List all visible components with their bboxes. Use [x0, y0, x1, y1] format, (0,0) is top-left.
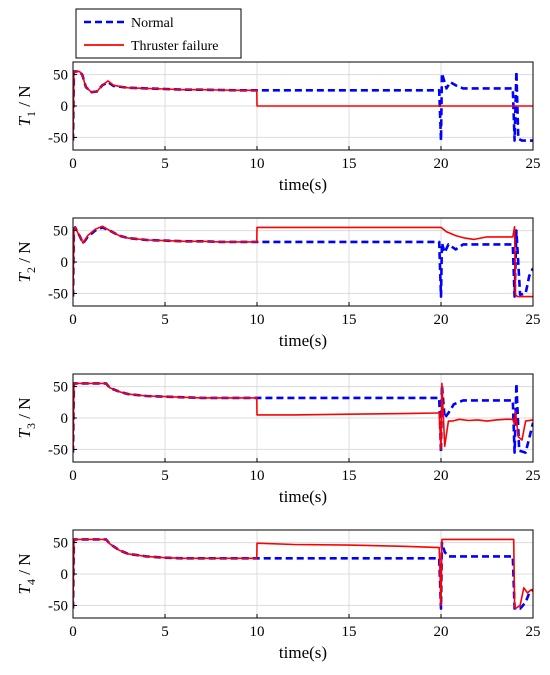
x-axis-title: time(s)	[279, 487, 327, 506]
series-failure-line	[73, 70, 533, 141]
y-tick-label: 50	[53, 68, 68, 84]
y-axis-title-symbol: T	[15, 115, 34, 126]
y-tick-label: 50	[53, 536, 68, 552]
series-group	[73, 382, 533, 454]
x-tick-label: 10	[250, 312, 265, 328]
y-tick-label: 0	[61, 255, 69, 271]
x-tick-label: 20	[434, 468, 449, 484]
x-tick-label: 0	[69, 624, 77, 640]
x-tick-label: 25	[526, 468, 541, 484]
x-axis-title: time(s)	[279, 175, 327, 194]
y-axis-title-symbol: T	[15, 427, 34, 438]
y-axis-title-subscript: 4	[24, 579, 38, 585]
y-axis-title-unit: / N	[15, 554, 34, 580]
x-tick-label: 5	[161, 312, 169, 328]
x-axis-title: time(s)	[279, 643, 327, 662]
y-axis-title: T2 / N	[15, 242, 38, 283]
x-tick-label: 5	[161, 156, 169, 172]
x-tick-label: 10	[250, 468, 265, 484]
series-failure-line	[73, 382, 533, 453]
legend-box	[75, 8, 242, 59]
y-tick-label: 0	[61, 99, 69, 115]
x-tick-label: 20	[434, 312, 449, 328]
x-tick-label: 0	[69, 468, 77, 484]
x-tick-label: 5	[161, 624, 169, 640]
legend-normal-label: Normal	[131, 16, 174, 31]
y-tick-label: -50	[48, 286, 68, 302]
y-tick-label: 50	[53, 224, 68, 240]
y-axis-title-subscript: 2	[24, 267, 38, 273]
series-failure-line	[73, 225, 533, 298]
x-tick-label: 20	[434, 624, 449, 640]
x-tick-label: 5	[161, 468, 169, 484]
y-axis-title-unit: / N	[15, 398, 34, 424]
series-group	[73, 225, 533, 298]
y-tick-label: -50	[48, 598, 68, 614]
x-tick-label: 15	[342, 624, 357, 640]
x-axis-title: time(s)	[279, 331, 327, 350]
y-axis-title: T4 / N	[15, 554, 38, 595]
legend-failure-label: Thruster failure	[131, 39, 218, 54]
y-tick-label: -50	[48, 130, 68, 146]
series-failure-line	[73, 538, 533, 610]
y-tick-label: 50	[53, 380, 68, 396]
y-axis-title-subscript: 1	[24, 111, 38, 117]
x-tick-label: 15	[342, 312, 357, 328]
x-tick-label: 0	[69, 312, 77, 328]
series-group	[73, 70, 533, 142]
x-tick-label: 25	[526, 624, 541, 640]
y-axis-title-unit: / N	[15, 86, 34, 112]
x-tick-label: 10	[250, 624, 265, 640]
x-tick-label: 0	[69, 156, 77, 172]
legend: Normal Thruster failure	[75, 8, 242, 59]
x-tick-label: 10	[250, 156, 265, 172]
y-tick-label: -50	[48, 442, 68, 458]
y-tick-label: 0	[61, 411, 69, 427]
y-axis-title-symbol: T	[15, 583, 34, 594]
series-group	[73, 538, 533, 610]
y-axis-title: T3 / N	[15, 398, 38, 439]
y-axis-title-unit: / N	[15, 242, 34, 268]
y-axis-title: T1 / N	[15, 86, 38, 127]
x-tick-label: 25	[526, 312, 541, 328]
x-tick-label: 25	[526, 156, 541, 172]
x-tick-label: 15	[342, 468, 357, 484]
y-axis-title-symbol: T	[15, 271, 34, 282]
x-tick-label: 20	[434, 156, 449, 172]
y-tick-label: 0	[61, 567, 69, 583]
x-tick-label: 15	[342, 156, 357, 172]
y-axis-title-subscript: 3	[24, 423, 38, 429]
